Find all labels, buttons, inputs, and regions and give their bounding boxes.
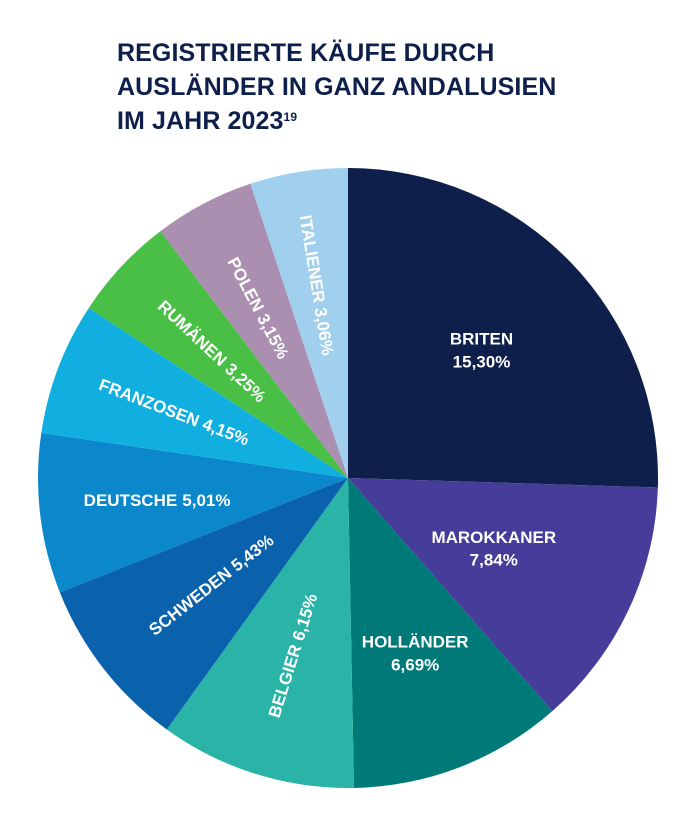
slice-name: DEUTSCHE	[84, 491, 178, 510]
pie-slice-schweden	[59, 478, 348, 730]
slice-name: HOLLÄNDER	[362, 632, 469, 651]
pie-slice-franzosen	[41, 307, 348, 478]
pie-slice-polen	[160, 183, 348, 478]
slice-value: 15,30%	[453, 352, 511, 371]
slice-name: BRITEN	[450, 330, 513, 349]
chart-title: REGISTRIERTE KÄUFE DURCH AUSLÄNDER IN GA…	[117, 36, 556, 138]
title-line-3: IM JAHR 202319	[117, 104, 556, 138]
slice-label-holländer: HOLLÄNDER 6,69%	[362, 632, 469, 674]
title-line-1: REGISTRIERTE KÄUFE DURCH	[117, 39, 495, 67]
pie-slice-italiener	[250, 168, 348, 478]
slice-name: MAROKKANER	[431, 528, 556, 547]
pie-slice-holländer	[348, 478, 553, 788]
pie-slice-briten	[348, 168, 658, 488]
slice-value: 5,01%	[182, 491, 230, 510]
slice-value: 7,84%	[470, 551, 518, 570]
title-line-3-text: IM JAHR 2023	[117, 107, 284, 135]
footnote-ref: 19	[283, 110, 298, 124]
pie-slice-rumänen	[88, 231, 348, 478]
pie-slice-deutsche	[37, 432, 348, 593]
slice-label-deutsche: DEUTSCHE 5,01%	[84, 491, 231, 510]
title-line-2: AUSLÄNDER IN GANZ ANDALUSIEN	[117, 73, 557, 101]
slice-label-marokkaner: MAROKKANER 7,84%	[431, 528, 556, 570]
slice-label-briten: BRITEN 15,30%	[450, 330, 513, 372]
slice-value: 6,69%	[391, 655, 439, 674]
pie-slice-marokkaner	[348, 478, 658, 712]
pie-slice-belgier	[166, 478, 355, 788]
